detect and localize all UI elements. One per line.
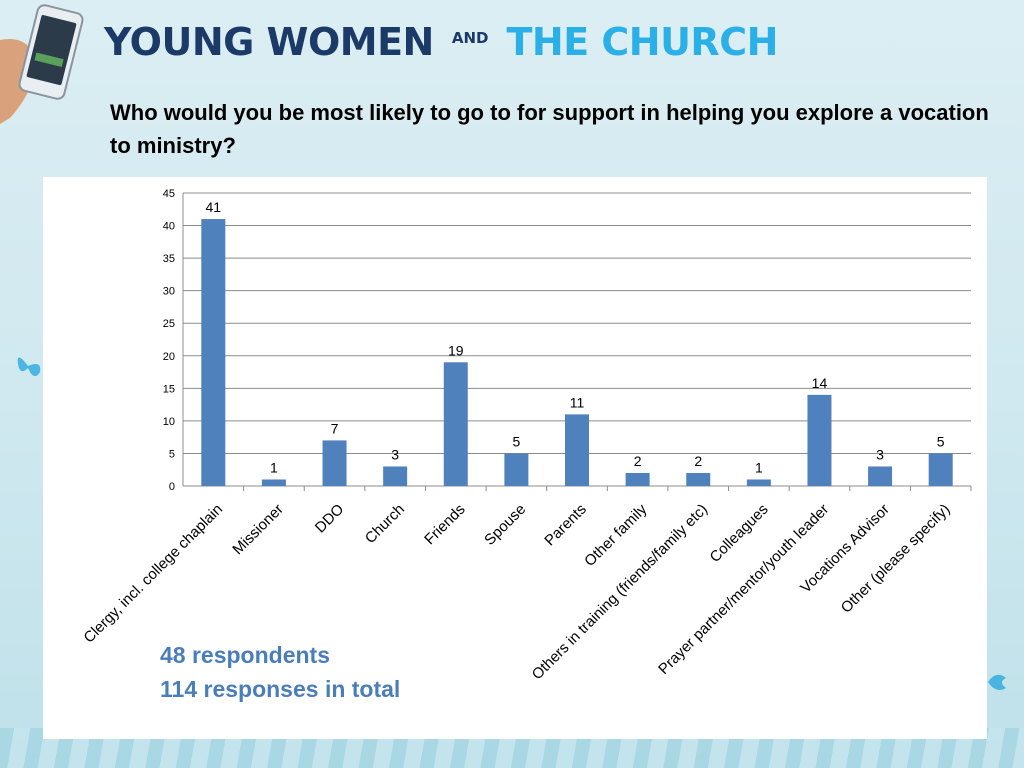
data-label: 7: [331, 420, 339, 436]
y-tick-label: 30: [163, 286, 175, 298]
category-label: Spouse: [481, 501, 529, 549]
category-label: Colleagues: [707, 501, 772, 566]
bar: [322, 440, 347, 486]
butterfly-decoration-icon: [17, 357, 41, 377]
bar: [201, 219, 226, 487]
y-tick-label: 20: [163, 351, 175, 363]
logo-and: AND: [451, 29, 489, 47]
category-label: Parents: [541, 501, 590, 550]
y-tick-label: 15: [163, 383, 175, 395]
bar: [807, 394, 832, 486]
logo-young-women: YOUNG WOMEN: [104, 20, 434, 64]
data-label: 2: [634, 453, 642, 469]
data-label: 3: [876, 446, 884, 462]
data-label: 11: [570, 394, 585, 410]
category-label: DDO: [312, 501, 348, 537]
logo: YOUNG WOMEN AND THE CHURCH: [104, 14, 778, 70]
bar: [625, 472, 650, 486]
data-label: 1: [270, 459, 278, 475]
data-label: 3: [391, 446, 399, 462]
category-label: Other (please specify): [838, 501, 954, 617]
responses-total: 114 responses in total: [160, 676, 401, 702]
stats-block: 48 respondents 114 responses in total: [160, 638, 400, 706]
bar: [565, 414, 589, 486]
bar: [383, 466, 408, 486]
logo-the-church: THE CHURCH: [506, 20, 778, 64]
data-label: 41: [206, 199, 222, 215]
data-label: 14: [812, 375, 828, 391]
category-label: Friends: [421, 501, 468, 548]
chart-panel: 0 5 10 15 20 25 30 35 40 45 41 Clergy, incl. colleg…: [43, 177, 987, 739]
category-label: Church: [362, 501, 408, 547]
y-tick-label: 5: [169, 448, 175, 460]
butterfly-decoration-icon: [988, 674, 1006, 690]
respondents-count: 48 respondents: [160, 642, 330, 668]
y-tick-label: 0: [169, 481, 175, 493]
bar: [686, 472, 711, 486]
bar: [443, 362, 468, 486]
y-tick-label: 45: [163, 188, 175, 200]
y-tick-label: 35: [163, 253, 175, 265]
data-label: 2: [694, 453, 702, 469]
y-tick-label: 25: [163, 318, 175, 330]
data-label: 5: [937, 433, 945, 449]
y-tick-label: 40: [163, 221, 175, 233]
category-label: Missioner: [229, 501, 286, 558]
bar: [746, 479, 771, 486]
phone-in-hand-image: [0, 4, 84, 124]
data-label: 5: [512, 433, 520, 449]
question-title: Who would you be most likely to go to fo…: [110, 100, 989, 158]
bar: [928, 453, 953, 486]
y-tick-label: 10: [163, 416, 175, 428]
bar: [261, 479, 286, 486]
category-label: Clergy, incl. college chaplain: [80, 501, 226, 647]
bar: [504, 453, 529, 486]
bar: [868, 466, 893, 486]
data-label: 1: [755, 459, 763, 475]
data-label: 19: [448, 342, 464, 358]
